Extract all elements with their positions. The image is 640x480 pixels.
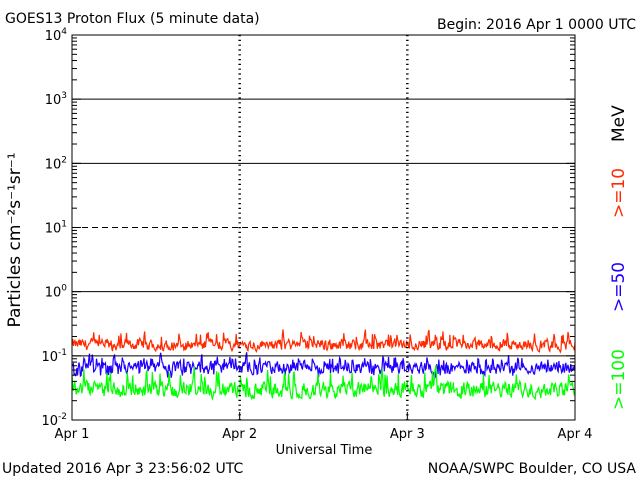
y-tick-label-1: 10-1	[41, 348, 67, 365]
series-line-ge10	[71, 329, 576, 354]
y-tick-label-5: 103	[45, 91, 67, 108]
series-line-ge50	[71, 352, 576, 381]
x-tick-label-1: Apr 2	[222, 427, 257, 442]
x-tick-label-3: Apr 4	[558, 427, 593, 442]
begin-label: Begin: 2016 Apr 1 0000 UTC	[437, 17, 636, 33]
y-tick-label-6: 104	[45, 27, 68, 44]
legend-ge100: >=100	[609, 349, 629, 410]
chart-title: GOES13 Proton Flux (5 minute data)	[5, 11, 260, 27]
y-tick-label-4: 102	[45, 155, 67, 172]
legend-ge10: >=10	[609, 168, 629, 218]
series-line-ge100	[71, 365, 576, 402]
plot-area: 10-2 10-1 100 101 102 103 104 Apr 1 Apr 2 Apr 3 Ap…	[41, 27, 592, 442]
x-tick-label-0: Apr 1	[55, 427, 90, 442]
updated-label: Updated 2016 Apr 3 23:56:02 UTC	[2, 461, 243, 477]
y-tick-label-2: 100	[45, 284, 68, 301]
y-tick-label-0: 10-2	[41, 412, 67, 429]
energy-unit-label: MeV	[609, 105, 629, 142]
x-tick-label-2: Apr 3	[390, 427, 425, 442]
source-label: NOAA/SWPC Boulder, CO USA	[428, 461, 637, 477]
y-tick-label-3: 101	[45, 220, 67, 237]
legend-ge50: >=50	[609, 262, 629, 312]
x-axis-title: Universal Time	[276, 443, 373, 458]
y-axis-title: Particles cm⁻²s⁻¹sr⁻¹	[5, 152, 25, 327]
